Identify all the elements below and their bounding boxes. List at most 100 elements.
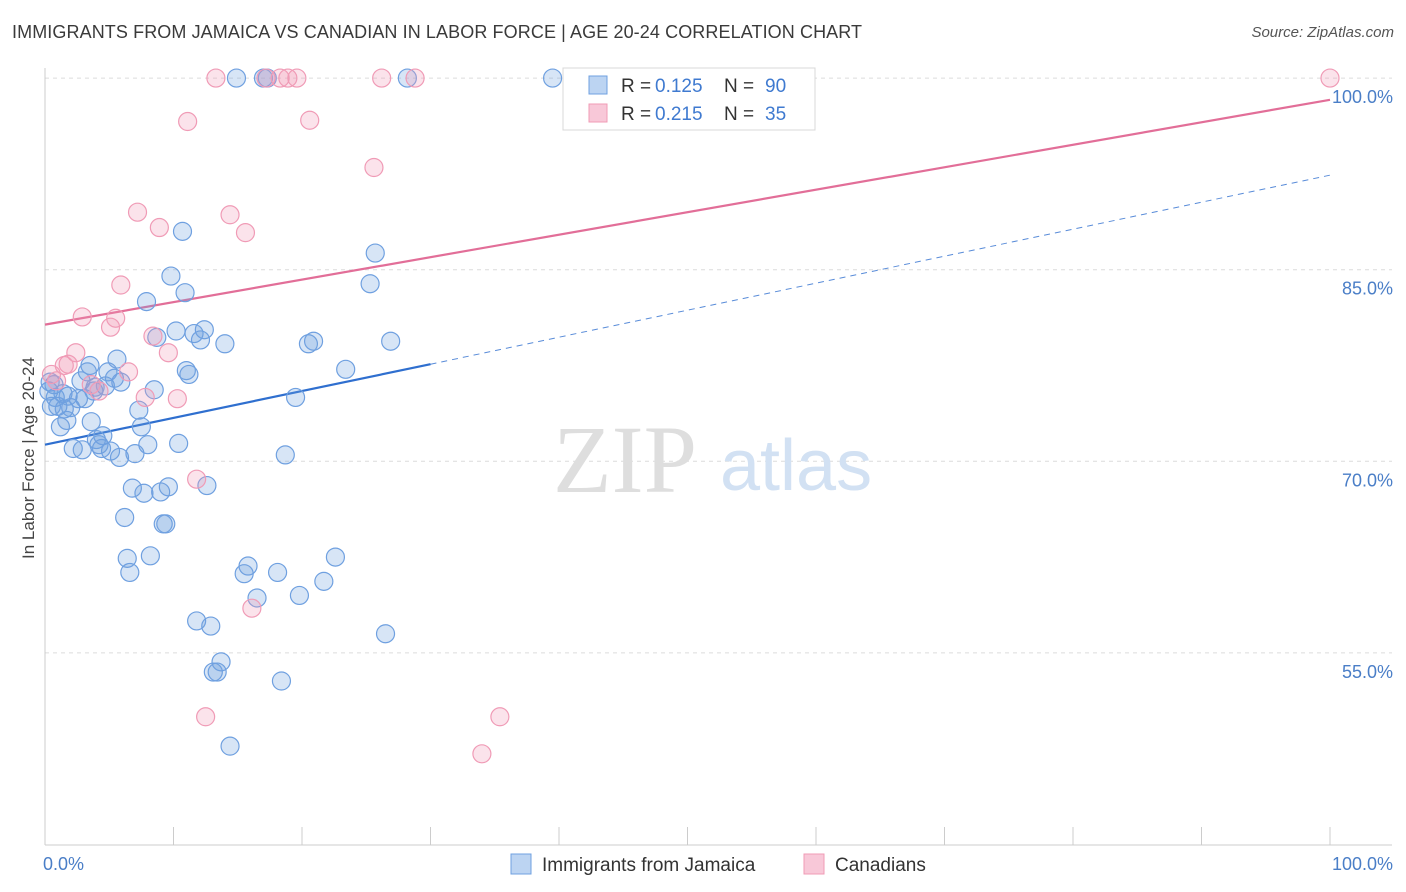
- point-jamaica-53: [172, 221, 193, 241]
- watermark-atlas: atlas: [720, 426, 872, 506]
- point-jamaica-49: [158, 477, 178, 497]
- point-canadians-11: [118, 362, 139, 382]
- point-canadians-4: [66, 343, 86, 363]
- point-jamaica-40: [134, 483, 154, 503]
- point-jamaica-87: [381, 331, 401, 351]
- point-jamaica-54: [175, 283, 195, 303]
- legend-n-label-jamaica: N =: [724, 76, 759, 97]
- trendline-jamaica: [44, 363, 431, 446]
- point-jamaica-18: [80, 355, 100, 376]
- grid-lines: [45, 77, 1392, 654]
- point-jamaica-65: [211, 652, 231, 672]
- point-jamaica-68: [226, 68, 247, 88]
- point-jamaica-62: [201, 616, 221, 636]
- point-canadians-16: [158, 343, 178, 363]
- bottom-legend-label-canadians[interactable]: Canadians: [835, 855, 926, 876]
- y-tick-label-0: 55.0%: [1342, 662, 1393, 682]
- point-jamaica-36: [122, 478, 142, 498]
- point-jamaica-41: [136, 292, 157, 312]
- point-canadians-21: [206, 68, 226, 88]
- point-jamaica-42: [138, 435, 158, 455]
- point-jamaica-51: [166, 321, 186, 341]
- point-canadians-33: [472, 744, 492, 764]
- point-jamaica-80: [303, 331, 324, 351]
- legend-n-value-jamaica: 90: [765, 76, 786, 97]
- point-canadians-18: [178, 111, 198, 132]
- point-canadians-26: [270, 68, 290, 88]
- y-tick-label-3: 100.0%: [1332, 87, 1393, 107]
- bottom-legend-label-jamaica[interactable]: Immigrants from Jamaica: [542, 855, 756, 876]
- point-canadians-35: [1320, 68, 1340, 88]
- point-jamaica-58: [187, 611, 207, 631]
- point-canadians-13: [135, 387, 155, 408]
- point-jamaica-66: [215, 334, 235, 354]
- point-canadians-29: [300, 110, 320, 130]
- series-legend: Immigrants from Jamaica Canadians: [510, 853, 926, 876]
- point-canadians-3: [58, 354, 78, 374]
- point-jamaica-60: [194, 320, 214, 340]
- y-tick-label-2: 85.0%: [1342, 279, 1393, 299]
- point-jamaica-59: [190, 330, 211, 350]
- point-jamaica-8: [54, 399, 74, 419]
- axes: [44, 68, 1392, 846]
- data-points: [39, 68, 1340, 764]
- bottom-legend-swatch-jamaica[interactable]: [510, 853, 532, 875]
- legend-r-label-canadians: R =: [621, 104, 656, 125]
- y-tick-labels: 55.0% 70.0% 85.0% 100.0%: [1332, 87, 1393, 682]
- point-jamaica-34: [117, 548, 137, 568]
- trendline-canadians: [44, 98, 1331, 326]
- point-canadians-17: [167, 389, 187, 409]
- point-jamaica-50: [161, 266, 181, 286]
- point-jamaica-83: [336, 359, 356, 379]
- chart-title: IMMIGRANTS FROM JAMAICA VS CANADIAN IN L…: [12, 22, 863, 42]
- point-jamaica-85: [365, 243, 385, 263]
- point-canadians-8: [100, 317, 121, 337]
- point-canadians-12: [127, 202, 148, 222]
- y-tick-label-1: 70.0%: [1342, 470, 1393, 490]
- point-jamaica-64: [207, 662, 227, 682]
- point-jamaica-81: [314, 571, 334, 591]
- point-jamaica-77: [285, 387, 306, 408]
- point-jamaica-86: [375, 624, 396, 644]
- point-canadians-30: [364, 157, 384, 178]
- legend-n-value-canadians: 35: [765, 104, 786, 125]
- point-jamaica-31: [109, 447, 130, 468]
- point-jamaica-30: [107, 349, 127, 369]
- point-canadians-6: [81, 375, 101, 395]
- point-jamaica-32: [111, 372, 131, 392]
- point-jamaica-67: [220, 736, 240, 756]
- point-jamaica-82: [325, 547, 346, 567]
- point-canadians-9: [106, 308, 126, 328]
- point-canadians-14: [143, 326, 163, 346]
- watermark-zip: ZIP: [553, 406, 697, 513]
- point-jamaica-76: [275, 445, 295, 465]
- correlation-legend: R = 0.125 N = 90 R = 0.215 N = 35: [562, 67, 816, 131]
- point-jamaica-19: [81, 412, 101, 432]
- point-jamaica-71: [247, 588, 267, 608]
- legend-r-value-jamaica: 0.125: [655, 76, 703, 97]
- point-canadians-25: [256, 68, 276, 88]
- x-tick-label-right: 100.0%: [1332, 854, 1393, 874]
- point-jamaica-52: [169, 433, 189, 454]
- point-canadians-31: [372, 68, 392, 88]
- point-jamaica-75: [271, 671, 292, 691]
- point-jamaica-56: [179, 364, 199, 385]
- point-jamaica-89: [542, 68, 563, 88]
- watermark: ZIP atlas: [553, 406, 872, 513]
- point-canadians-10: [111, 275, 131, 295]
- point-jamaica-43: [140, 546, 160, 566]
- trend-lines: [44, 98, 1331, 446]
- point-jamaica-88: [397, 68, 417, 88]
- bottom-legend-swatch-canadians[interactable]: [803, 853, 825, 875]
- chart-source: Source: ZipAtlas.com: [1251, 24, 1394, 41]
- point-canadians-32: [405, 68, 425, 88]
- point-canadians-19: [187, 469, 207, 489]
- point-canadians-23: [235, 223, 256, 243]
- point-jamaica-84: [360, 274, 380, 294]
- point-jamaica-79: [298, 334, 319, 354]
- point-canadians-28: [287, 68, 307, 88]
- point-jamaica-9: [57, 410, 77, 431]
- legend-r-value-canadians: 0.215: [655, 104, 703, 125]
- x-tick-labels: 0.0% 100.0%: [43, 854, 1393, 874]
